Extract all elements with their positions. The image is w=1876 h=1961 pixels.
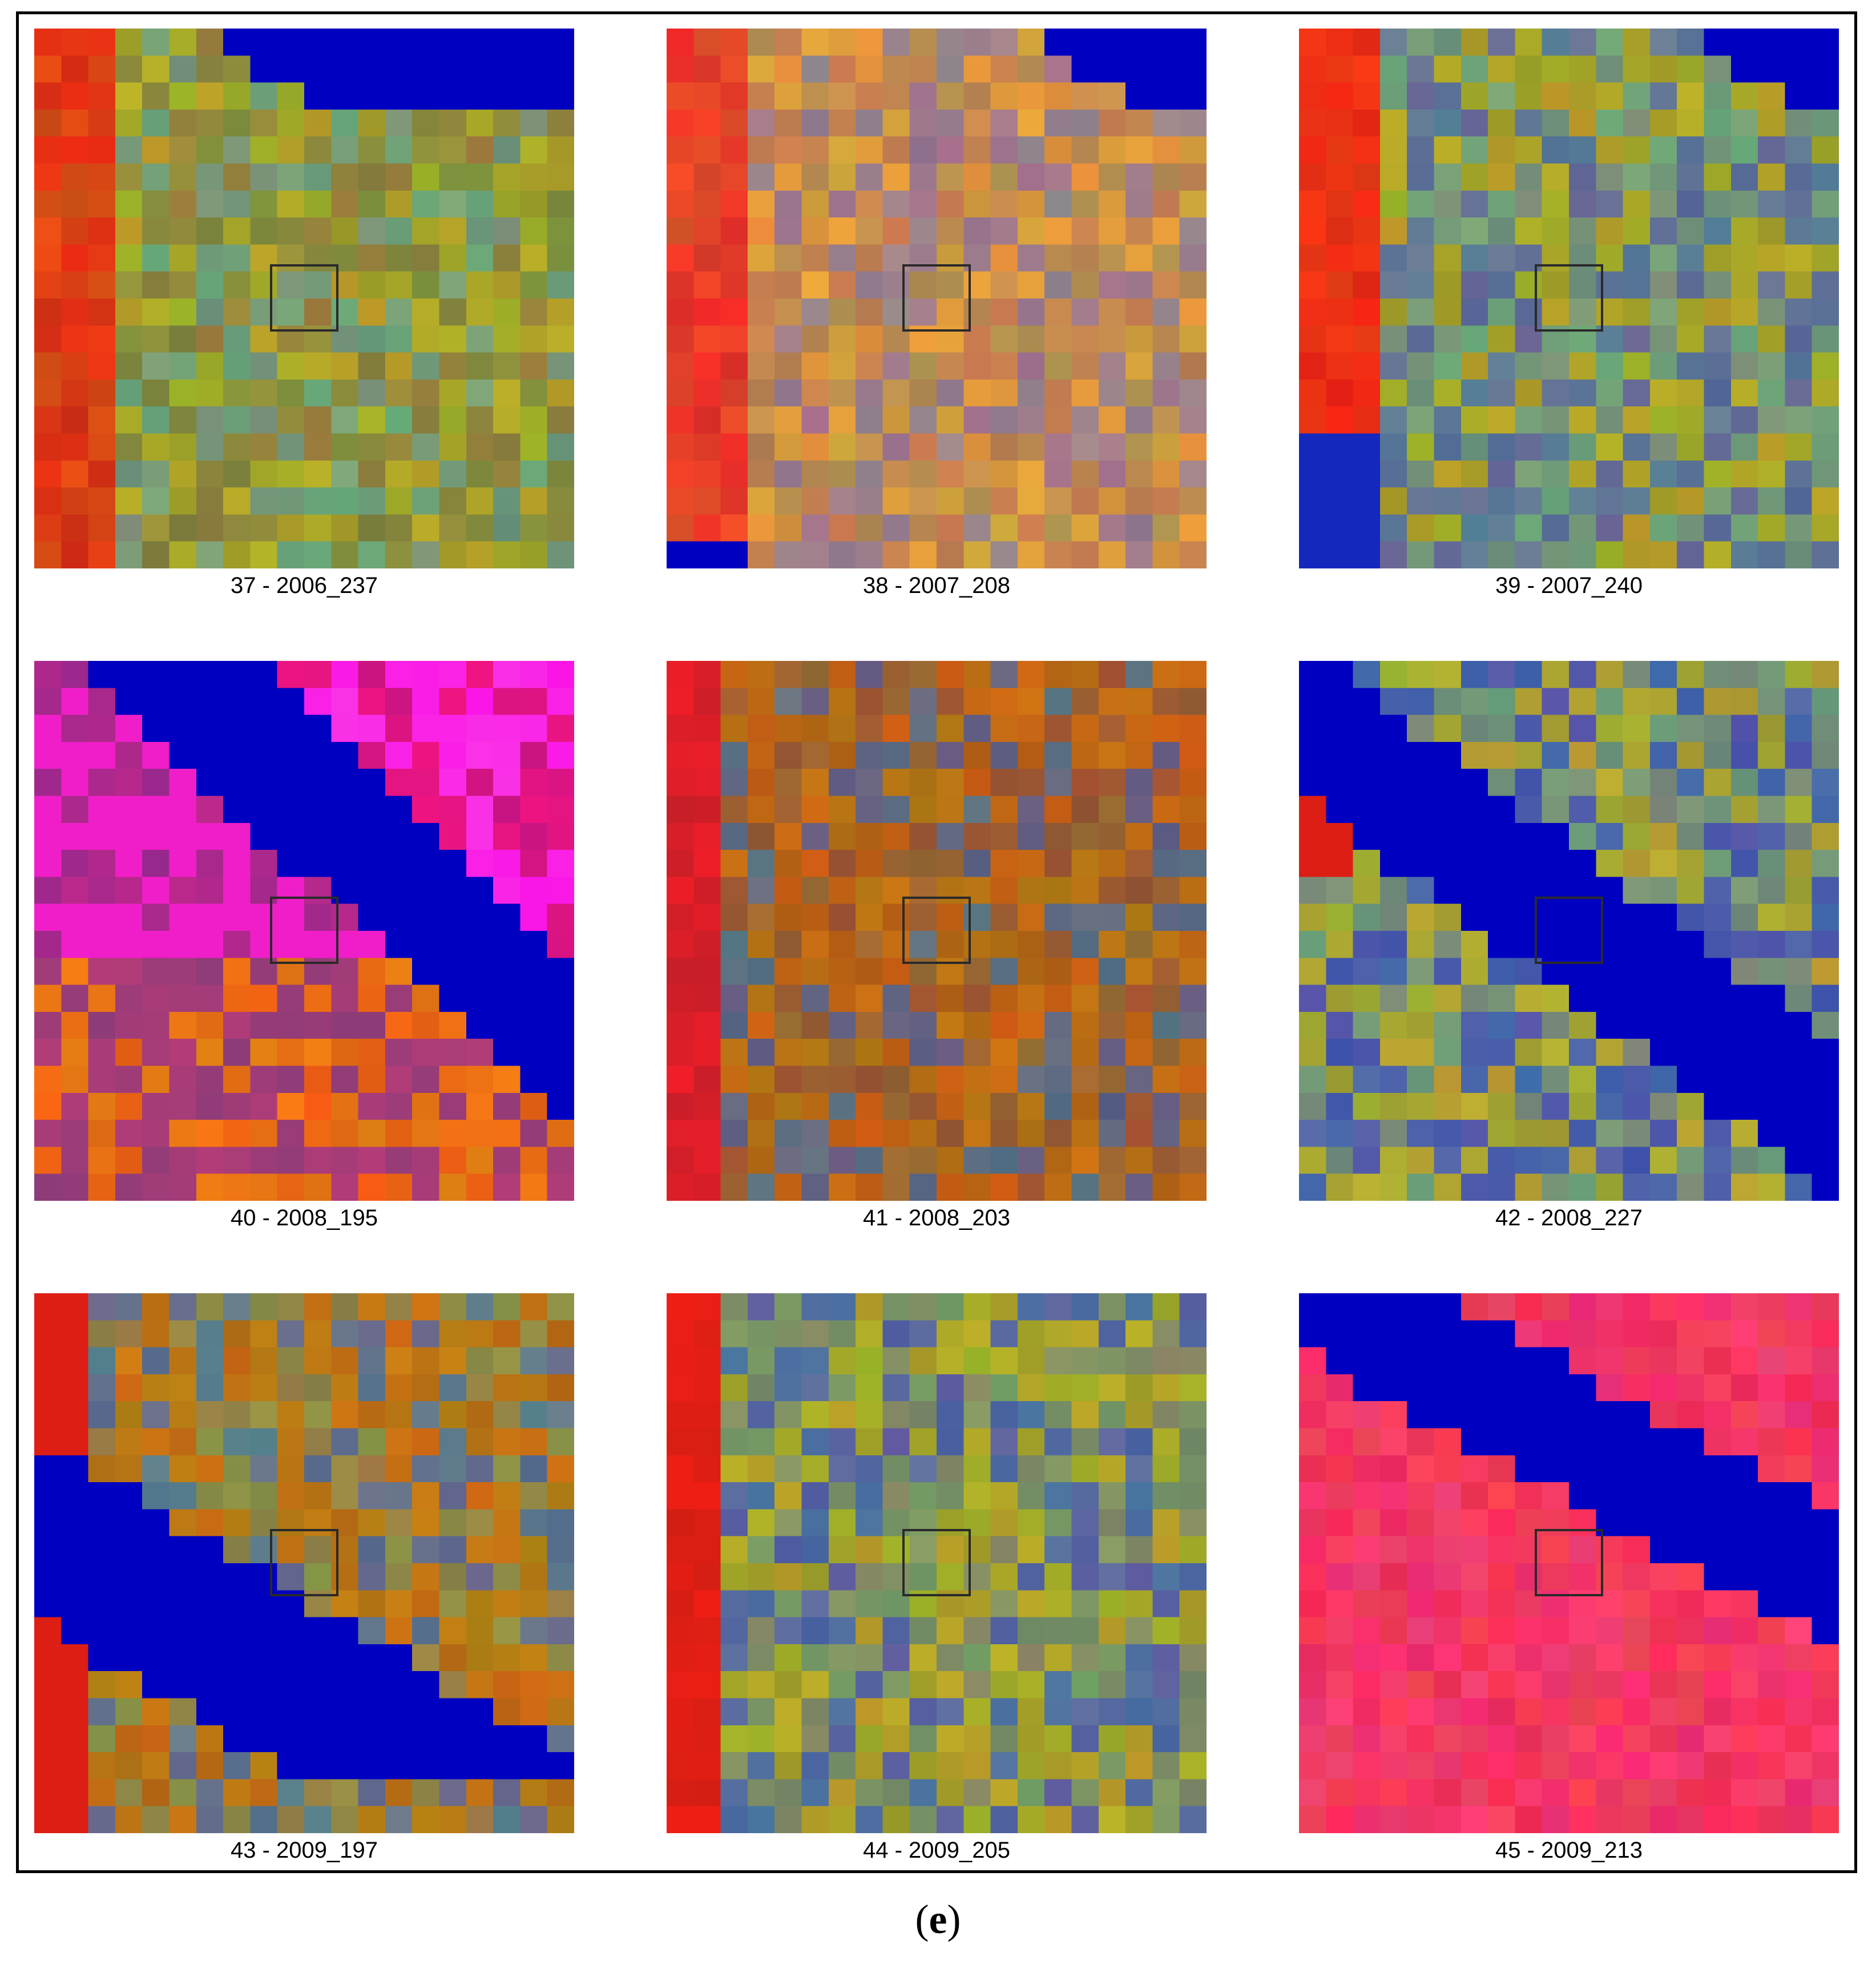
tile-caption: 37 - 2006_237 [230,573,378,598]
satellite-image [34,1293,574,1833]
satellite-image-tile[interactable] [34,661,574,1201]
selection-box [270,897,338,964]
satellite-image [667,29,1207,568]
satellite-image-tile[interactable] [667,1293,1207,1833]
satellite-image-tile[interactable] [667,661,1207,1201]
selection-box [902,264,971,332]
selection-box [902,897,971,964]
tile-caption: 40 - 2008_195 [230,1205,378,1230]
tile-caption: 44 - 2009_205 [862,1838,1010,1863]
tile-caption: 43 - 2009_197 [230,1838,378,1863]
satellite-image [1299,1293,1839,1833]
selection-box [1535,1529,1603,1596]
satellite-image [34,661,574,1201]
figure-label: (e) [915,1897,961,1942]
selection-box [270,1529,338,1596]
satellite-image-tile[interactable] [1299,29,1839,568]
tile-caption: 39 - 2007_240 [1495,573,1643,598]
satellite-image-tile[interactable] [667,29,1207,568]
selection-box [1535,897,1603,964]
tile-caption: 45 - 2009_213 [1495,1838,1643,1863]
tile-caption: 38 - 2007_208 [862,573,1010,598]
tile-caption: 42 - 2008_227 [1495,1205,1643,1230]
satellite-image [34,29,574,568]
selection-box [270,264,338,332]
satellite-image [667,1293,1207,1833]
satellite-image [667,661,1207,1201]
selection-box [902,1529,971,1596]
satellite-image-tile[interactable] [34,29,574,568]
satellite-image-tile[interactable] [1299,1293,1839,1833]
tile-caption: 41 - 2008_203 [862,1205,1010,1230]
satellite-image [1299,661,1839,1201]
satellite-image-tile[interactable] [1299,661,1839,1201]
satellite-image [1299,29,1839,568]
satellite-image-tile[interactable] [34,1293,574,1833]
selection-box [1535,264,1603,332]
